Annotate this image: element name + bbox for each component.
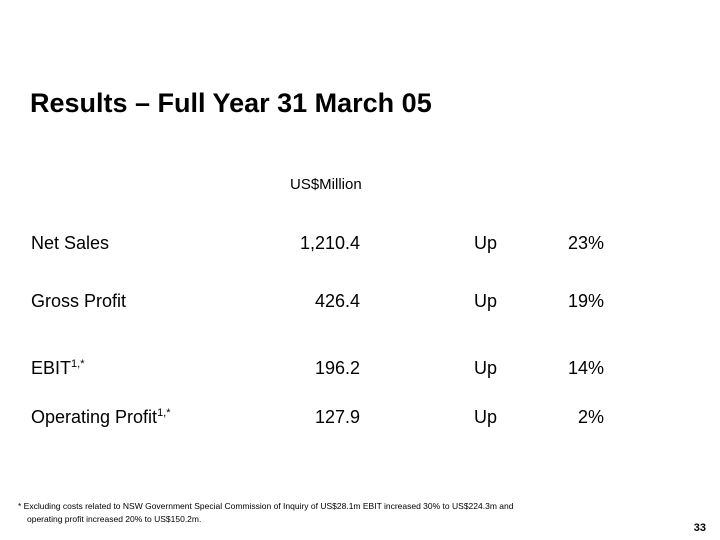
footnote-line-2: operating profit increased 20% to US$150… <box>27 514 202 524</box>
row-direction: Up <box>474 407 498 427</box>
row-value: 426.4 <box>314 291 360 311</box>
table-row-operating-profit: Operating Profit1,* 127.9 Up 2% <box>0 407 720 433</box>
row-label-superscript: 1,* <box>157 407 171 419</box>
row-label: Net Sales <box>31 233 109 254</box>
row-change-percent: 2% <box>577 407 604 427</box>
row-change-percent: 23% <box>567 233 604 253</box>
row-label: Operating Profit1,* <box>31 407 171 428</box>
row-value: 127.9 <box>314 407 360 427</box>
table-row-net-sales: Net Sales 1,210.4 Up 23% <box>0 233 720 259</box>
row-label-text: EBIT <box>31 358 72 378</box>
footnote-line-1: * Excluding costs related to NSW Governm… <box>18 501 514 511</box>
row-value: 196.2 <box>314 358 360 378</box>
row-direction: Up <box>474 358 498 378</box>
row-value: 1,210.4 <box>299 233 360 253</box>
row-direction: Up <box>474 233 498 253</box>
table-row-ebit: EBIT1,* 196.2 Up 14% <box>0 358 720 384</box>
row-change-percent: 19% <box>567 291 604 311</box>
page-number: 33 <box>693 522 706 534</box>
table-row-gross-profit: Gross Profit 426.4 Up 19% <box>0 291 720 317</box>
row-label: Gross Profit <box>31 291 126 312</box>
footnote: * Excluding costs related to NSW Governm… <box>18 500 618 526</box>
row-label-text: Operating Profit <box>31 407 158 427</box>
row-change-percent: 14% <box>567 358 604 378</box>
row-label-text: Net Sales <box>31 233 110 253</box>
row-label: EBIT1,* <box>31 358 84 379</box>
row-direction: Up <box>474 291 498 311</box>
row-label-text: Gross Profit <box>31 291 127 311</box>
slide-title: Results – Full Year 31 March 05 <box>30 88 432 118</box>
row-label-superscript: 1,* <box>71 358 85 370</box>
column-header-currency: US$Million <box>290 176 362 193</box>
